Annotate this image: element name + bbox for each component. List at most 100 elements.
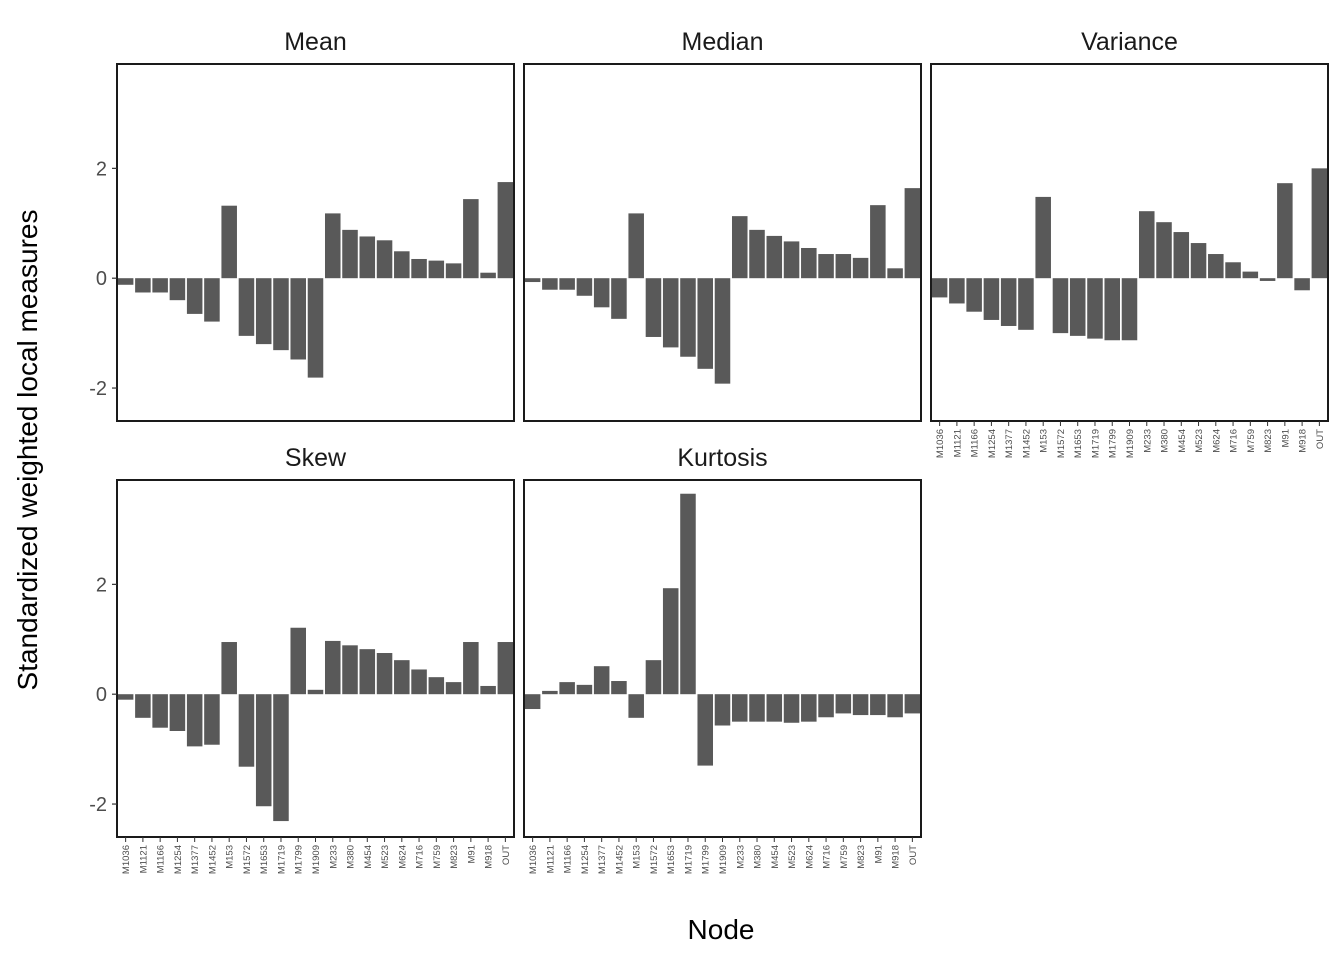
bar-M153	[628, 694, 644, 718]
bar-M1799	[697, 694, 713, 766]
bar-M1719	[680, 493, 696, 695]
bar-M1452	[204, 694, 220, 745]
x-tick-label: M1572	[242, 845, 253, 874]
bar-M823	[445, 263, 462, 279]
bar-M1572	[238, 694, 255, 767]
x-tick-label: M1036	[121, 845, 132, 874]
panel-kurtosis: Kurtosis M1036 M1121 M1166 M1254 M1377 M1452 M1…	[523, 444, 922, 874]
bar-M1254	[576, 684, 593, 695]
x-axis-title: Node	[687, 914, 755, 945]
bar-M454	[1173, 232, 1190, 279]
bar-M1121	[135, 278, 151, 293]
x-tick-label: M1166	[970, 429, 981, 457]
bar-M716	[1225, 262, 1241, 279]
x-tick-label: M716	[1229, 429, 1240, 453]
bar-M759	[428, 260, 445, 279]
x-tick-label: M380	[753, 845, 764, 869]
x-tick-label: M716	[822, 845, 833, 869]
x-tick-label: M1909	[718, 845, 729, 874]
x-tick-label: M1166	[156, 845, 167, 873]
bar-M624	[801, 247, 817, 279]
x-tick-label: M233	[735, 845, 746, 869]
x-tick-label: M1377	[1004, 429, 1015, 458]
bar-M1036	[931, 278, 948, 298]
bar-M1572	[1052, 278, 1069, 334]
x-tick-label: M624	[1211, 429, 1222, 453]
bar-M523	[783, 694, 800, 723]
bar-M1719	[1087, 278, 1103, 339]
bar-M1166	[152, 278, 168, 293]
y-tick-label: 0	[96, 268, 107, 290]
panel-title: Mean	[284, 28, 347, 56]
bar-M1036	[117, 278, 134, 285]
bar-M153	[628, 213, 644, 279]
x-tick-label: OUT	[501, 845, 512, 865]
bar-M91	[463, 199, 479, 279]
bar-M1719	[680, 278, 696, 357]
x-tick-label: M759	[432, 845, 443, 869]
bar-OUT	[904, 188, 921, 279]
bar-M1653	[662, 278, 679, 348]
x-tick-label: M1799	[701, 845, 712, 874]
bar-M523	[376, 240, 393, 279]
bar-M624	[394, 660, 410, 695]
x-tick-label: M1121	[952, 429, 963, 457]
x-tick-label: M823	[449, 845, 460, 869]
bar-M1121	[542, 278, 558, 290]
bar-M91	[870, 205, 886, 279]
bar-M716	[818, 694, 834, 718]
x-tick-label: M716	[415, 845, 426, 869]
bar-M1377	[186, 694, 203, 747]
bar-M1036	[524, 694, 541, 710]
x-tick-label: M1254	[173, 845, 184, 874]
bar-M1121	[135, 694, 151, 718]
bar-M380	[749, 229, 765, 279]
panel-mean: Mean -2 0 2	[89, 28, 515, 422]
x-tick-label: M1254	[580, 845, 591, 874]
bar-M1121	[949, 278, 965, 304]
x-tick-label: M1719	[683, 845, 694, 874]
bar-M1036	[524, 278, 541, 283]
bar-M823	[852, 257, 869, 279]
x-tick-label: M823	[856, 845, 867, 869]
bar-M91	[870, 694, 886, 716]
bar-M1254	[983, 278, 1000, 320]
x-tick-label: M153	[225, 845, 236, 869]
bar-M1452	[611, 278, 627, 319]
bar-M454	[766, 235, 783, 279]
x-tick-label: M454	[363, 845, 374, 869]
bar-M624	[1208, 254, 1224, 279]
bar-M1909	[1121, 278, 1138, 341]
bar-M1377	[186, 278, 203, 314]
bar-M759	[1242, 271, 1259, 279]
bar-M1719	[273, 278, 289, 351]
panel-border	[523, 63, 922, 422]
bar-M1909	[714, 278, 731, 384]
bar-M1799	[1104, 278, 1120, 341]
bar-M1653	[255, 694, 272, 807]
y-tick-label: 0	[96, 684, 107, 706]
bar-M716	[411, 258, 427, 279]
bar-M380	[749, 694, 765, 722]
panel-title: Variance	[1081, 28, 1178, 56]
bar-M1799	[697, 278, 713, 369]
x-tick-label: M1452	[1021, 429, 1032, 458]
panel-variance: Variance M1036 M1121 M1166 M1254 M1377 M1452 M1…	[930, 28, 1329, 458]
bar-M1254	[169, 278, 186, 301]
bar-M1121	[542, 690, 558, 695]
bar-M1572	[238, 278, 255, 336]
x-tick-label: M1799	[294, 845, 305, 874]
bar-M233	[1138, 211, 1155, 279]
x-tick-label: M918	[484, 845, 495, 869]
bar-M1377	[1000, 278, 1017, 326]
panel-median: Median	[523, 28, 922, 422]
x-tick-label: M1452	[207, 845, 218, 874]
panel-border	[523, 479, 922, 838]
bar-M624	[394, 251, 410, 279]
x-tick-label: M1719	[1090, 429, 1101, 458]
bar-M1452	[204, 278, 220, 322]
x-tick-label: M153	[632, 845, 643, 869]
bar-M823	[1259, 278, 1276, 281]
bar-M91	[463, 642, 479, 695]
